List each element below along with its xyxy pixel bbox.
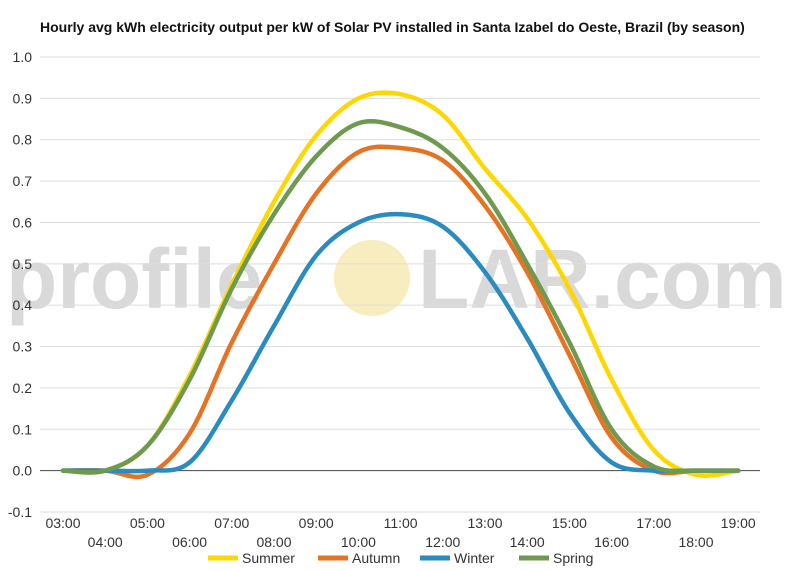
x-axis: 03:00 04:00 05:00 06:00 07:00 08:00 09:00 10:00…: [45, 515, 755, 550]
x-tick-label: 17:00: [636, 515, 671, 531]
x-tick-label: 15:00: [552, 515, 587, 531]
y-tick-label: 0.2: [13, 380, 33, 396]
series-line-spring: [60, 118, 741, 475]
x-tick-label: 13:00: [467, 515, 502, 531]
y-tick-label: 0.6: [13, 214, 33, 230]
x-tick-label: 05:00: [130, 515, 165, 531]
y-tick-label: 0.3: [13, 339, 33, 355]
watermark-text-sun-letter: S: [335, 232, 391, 326]
y-tick-label: 0.9: [13, 90, 33, 106]
x-tick-label: 16:00: [594, 534, 629, 550]
x-tick-label: 04:00: [88, 534, 123, 550]
x-tick-label: 14:00: [510, 534, 545, 550]
y-tick-label: 0.5: [13, 256, 33, 272]
watermark: profile S LAR.com: [6, 232, 787, 326]
series-lines: [60, 90, 741, 480]
watermark-text-right: LAR.com: [418, 232, 787, 326]
x-tick-label: 19:00: [721, 515, 756, 531]
y-tick-label: 0.1: [13, 421, 33, 437]
y-tick-label: -0.1: [8, 504, 32, 520]
y-tick-label: 0.4: [13, 297, 33, 313]
chart-title: Hourly avg kWh electricity output per kW…: [40, 19, 745, 35]
y-tick-label: 1.0: [13, 49, 33, 65]
x-tick-label: 10:00: [341, 534, 376, 550]
series-line-winter: [60, 211, 741, 474]
x-tick-label: 08:00: [256, 534, 291, 550]
x-tick-label: 09:00: [299, 515, 334, 531]
x-tick-label: 03:00: [45, 515, 80, 531]
y-tick-label: 0.0: [13, 463, 33, 479]
legend-label-spring: Spring: [553, 550, 593, 566]
x-tick-label: 18:00: [678, 534, 713, 550]
y-axis: -0.1 0.0 0.1 0.2 0.3 0.4 0.5 0.6 0.7 0.8 0.9 1.0: [8, 49, 32, 520]
x-tick-label: 06:00: [172, 534, 207, 550]
x-tick-label: 12:00: [425, 534, 460, 550]
series-line-autumn: [60, 144, 741, 480]
x-tick-label: 11:00: [384, 515, 418, 531]
watermark-sun-icon: [334, 240, 410, 316]
x-tick-label: 07:00: [214, 515, 249, 531]
y-tick-label: 0.7: [13, 173, 33, 189]
y-tick-label: 0.8: [13, 132, 33, 148]
legend-label-winter: Winter: [454, 550, 495, 566]
legend-label-summer: Summer: [242, 550, 295, 566]
legend: Summer Autumn Winter Spring: [208, 550, 593, 566]
watermark-text-left: profile: [6, 232, 263, 326]
legend-label-autumn: Autumn: [352, 550, 400, 566]
